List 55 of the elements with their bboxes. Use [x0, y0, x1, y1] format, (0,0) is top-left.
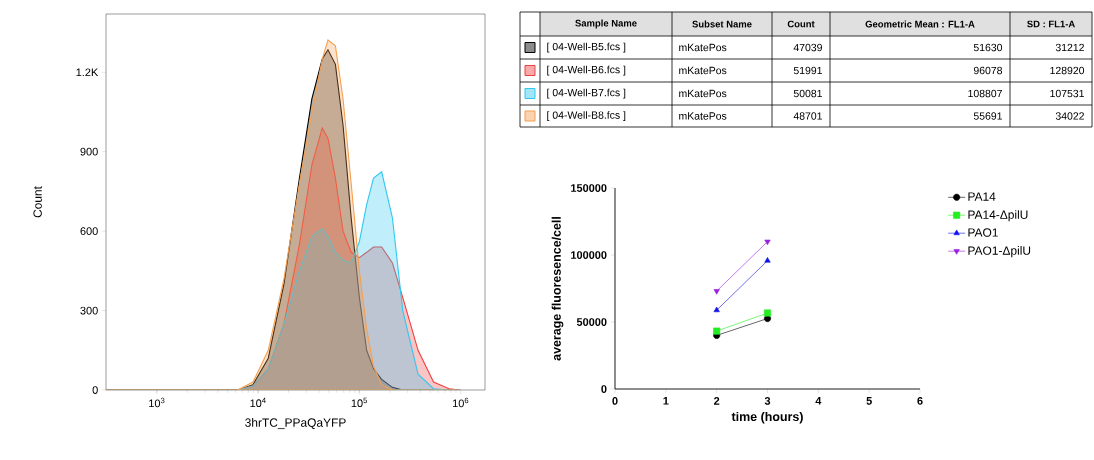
text: 48701 [793, 112, 822, 120]
x-tick-label: 4 [815, 397, 822, 405]
text: 107531 [1050, 89, 1084, 98]
text: 51630 [973, 43, 1003, 52]
text: 51991 [793, 66, 822, 75]
text: SD : FL1-A [1027, 20, 1075, 28]
legend-label: PAO1 [968, 228, 998, 237]
text: 108807 [968, 89, 1002, 98]
y-tick-label: 150000 [571, 184, 607, 192]
point [713, 327, 721, 335]
text: mKatePos [679, 43, 727, 52]
text: 128920 [1050, 66, 1085, 75]
x-tick-label: 1 [663, 397, 669, 405]
x-tick-label: 2 [714, 397, 720, 405]
x-tick-label: 10$^{4}$ [250, 397, 266, 408]
y-tick-label: 900 [80, 147, 98, 156]
x-tick-label: 6 [917, 397, 923, 405]
x-tick-label: 0 [612, 397, 618, 405]
y-tick-label: 100000 [571, 251, 607, 259]
x-tick-label: 5 [866, 397, 872, 405]
x-tick-label: 10$^{6}$ [452, 397, 469, 408]
legend-label: PA14 [968, 192, 996, 201]
y-axis-title: average fluoresence/cell [551, 217, 564, 361]
text: Subset Name [692, 20, 752, 28]
text: Count [787, 20, 815, 28]
y-tick-label: 50000 [576, 318, 607, 326]
text: mKatePos [679, 112, 727, 120]
text: Geometric Mean : FL1-A [865, 20, 975, 28]
x-tick-label: 10$^{5}$ [351, 397, 368, 408]
text: 47039 [793, 43, 822, 52]
x-axis-title: time (hours) [731, 411, 803, 424]
text: 31212 [1055, 43, 1084, 52]
legend-label: PA14-ΔpilU [968, 210, 1028, 222]
x-tick-label: 3 [764, 397, 771, 405]
text: 55691 [973, 112, 1002, 120]
text: [ 04-Well-B5.fcs ] [547, 42, 626, 53]
text: 34022 [1055, 112, 1084, 120]
y-tick-label: 0 [601, 385, 607, 393]
x-axis-title: 3hrTC_PPaQaYFP [245, 418, 346, 430]
y-tick-label: 1.2K [76, 68, 99, 77]
text: mKatePos [679, 89, 727, 98]
text: Sample Name [575, 19, 637, 29]
y-axis-title: Count [33, 186, 42, 218]
y-tick-label: 300 [80, 306, 98, 315]
legend-label: PAO1-ΔpilU [968, 246, 1031, 258]
text: mKatePos [679, 66, 727, 75]
text: [ 04-Well-B7.fcs ] [547, 88, 626, 99]
y-tick-label: 0 [92, 386, 98, 394]
text: [ 04-Well-B8.fcs ] [547, 111, 626, 121]
text: 50081 [793, 89, 822, 98]
text: [ 04-Well-B6.fcs ] [547, 65, 626, 76]
text: 96078 [973, 66, 1003, 75]
y-tick-label: 600 [80, 227, 98, 236]
x-tick-label: 10$^{3}$ [149, 397, 165, 408]
point [764, 309, 771, 317]
